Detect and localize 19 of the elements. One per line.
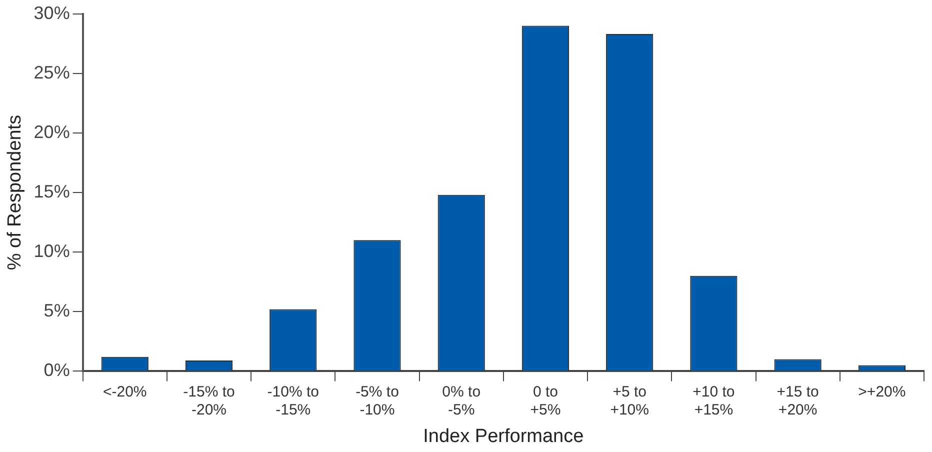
y-tick-label: 10% <box>34 241 70 262</box>
x-tick-label: 0 to +5% <box>530 383 561 418</box>
y-tick-label: 20% <box>34 122 70 142</box>
x-tick-label: 0% to -5% <box>442 383 481 418</box>
y-tick-label: 30% <box>34 2 70 23</box>
x-tick-label: +10 to +15% <box>692 383 735 418</box>
x-tick-label: -10% to -15% <box>267 383 319 418</box>
x-tick-label: +5 to +10% <box>610 383 649 418</box>
x-tick-label: -15% to -20% <box>183 383 235 418</box>
y-tick-label: 25% <box>34 62 70 82</box>
y-tick-label: 0% <box>44 360 70 380</box>
x-tick-label: <-20% <box>102 383 147 400</box>
y-tick-label: 5% <box>44 300 70 321</box>
x-tick-label: +15 to +20% <box>776 383 819 418</box>
x-tick-label: -5% to -10% <box>356 383 399 418</box>
x-tick-label: >+20% <box>858 383 906 400</box>
y-tick-label: 15% <box>34 181 70 202</box>
x-axis-title: Index Performance <box>423 426 584 447</box>
y-axis-title: % of Respondents <box>4 114 26 270</box>
